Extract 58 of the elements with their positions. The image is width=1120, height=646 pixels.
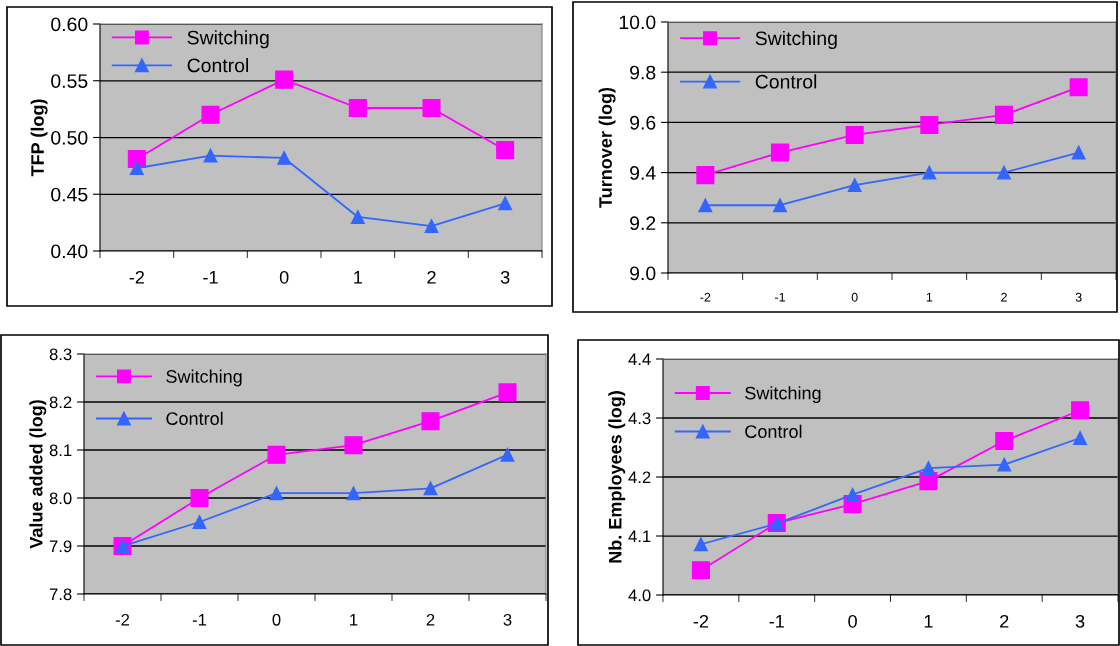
- x-tick-label: 0: [851, 292, 858, 302]
- legend-label: Switching: [745, 386, 821, 404]
- x-tick-label: 0: [848, 614, 857, 628]
- x-tick-label: 2: [426, 613, 435, 626]
- x-tick-label: -1: [192, 614, 207, 626]
- y-tick-label: 7.8: [49, 588, 72, 601]
- x-tick-label: 1: [350, 614, 358, 626]
- y-tick-label: 9.4: [630, 166, 656, 180]
- y-tick-label: 0.40: [51, 244, 88, 259]
- legend-label: Control: [166, 411, 223, 425]
- y-tick-label: 0.55: [51, 74, 88, 88]
- x-tick-label: -1: [775, 292, 785, 302]
- y-tick-label: 7.9: [49, 540, 72, 553]
- x-tick-label: 0: [272, 613, 281, 626]
- x-tick-label: -1: [769, 615, 784, 628]
- y-tick-label: 8.3: [49, 348, 72, 361]
- legend-label: Control: [187, 58, 248, 73]
- x-tick-label: -2: [693, 614, 709, 628]
- x-tick-label: 3: [500, 270, 510, 284]
- y-tick-label: 4.2: [628, 471, 651, 484]
- y-tick-label: 9.0: [630, 266, 656, 281]
- x-tick-label: -1: [203, 271, 218, 284]
- y-axis-title: Turnover (log): [598, 87, 616, 208]
- y-tick-label: 0.45: [51, 187, 88, 202]
- y-axis-title: Nb. Employees (log): [608, 391, 626, 563]
- y-axis-title: Value added (log): [29, 400, 47, 549]
- x-tick-label: 3: [1075, 292, 1082, 302]
- y-tick-label: 10.0: [619, 15, 656, 30]
- legend-label: Switching: [166, 369, 242, 387]
- legend-label: Control: [745, 424, 802, 438]
- x-tick-label: 2: [427, 270, 436, 284]
- legend-label: Control: [755, 74, 817, 89]
- legend-label: Switching: [755, 30, 837, 50]
- x-tick-label: -2: [129, 270, 144, 284]
- y-tick-label: 8.1: [49, 444, 72, 457]
- x-tick-label: 1: [354, 271, 362, 284]
- x-tick-label: 1: [924, 615, 933, 628]
- x-tick-label: 1: [926, 292, 933, 302]
- x-tick-label: 3: [1075, 614, 1085, 628]
- legend-label: Switching: [187, 30, 269, 49]
- y-tick-label: 4.3: [628, 412, 651, 425]
- x-tick-label: -2: [115, 613, 130, 626]
- y-tick-label: 8.2: [49, 396, 72, 409]
- y-tick-label: 0.50: [51, 130, 88, 145]
- y-tick-label: 9.6: [630, 115, 656, 130]
- x-tick-label: -2: [700, 292, 711, 302]
- y-tick-label: 4.1: [628, 530, 651, 543]
- x-tick-label: 0: [279, 270, 289, 284]
- x-tick-label: 2: [1000, 614, 1009, 628]
- y-tick-label: 4.4: [628, 353, 651, 366]
- y-tick-label: 9.2: [630, 216, 656, 231]
- y-tick-label: 9.8: [630, 65, 656, 80]
- y-tick-label: 0.60: [51, 17, 88, 32]
- y-tick-label: 8.0: [49, 492, 72, 505]
- x-tick-label: 2: [1001, 292, 1007, 302]
- y-axis-title: TFP (log): [30, 99, 48, 177]
- y-tick-label: 4.0: [628, 589, 651, 602]
- x-tick-label: 3: [503, 613, 512, 626]
